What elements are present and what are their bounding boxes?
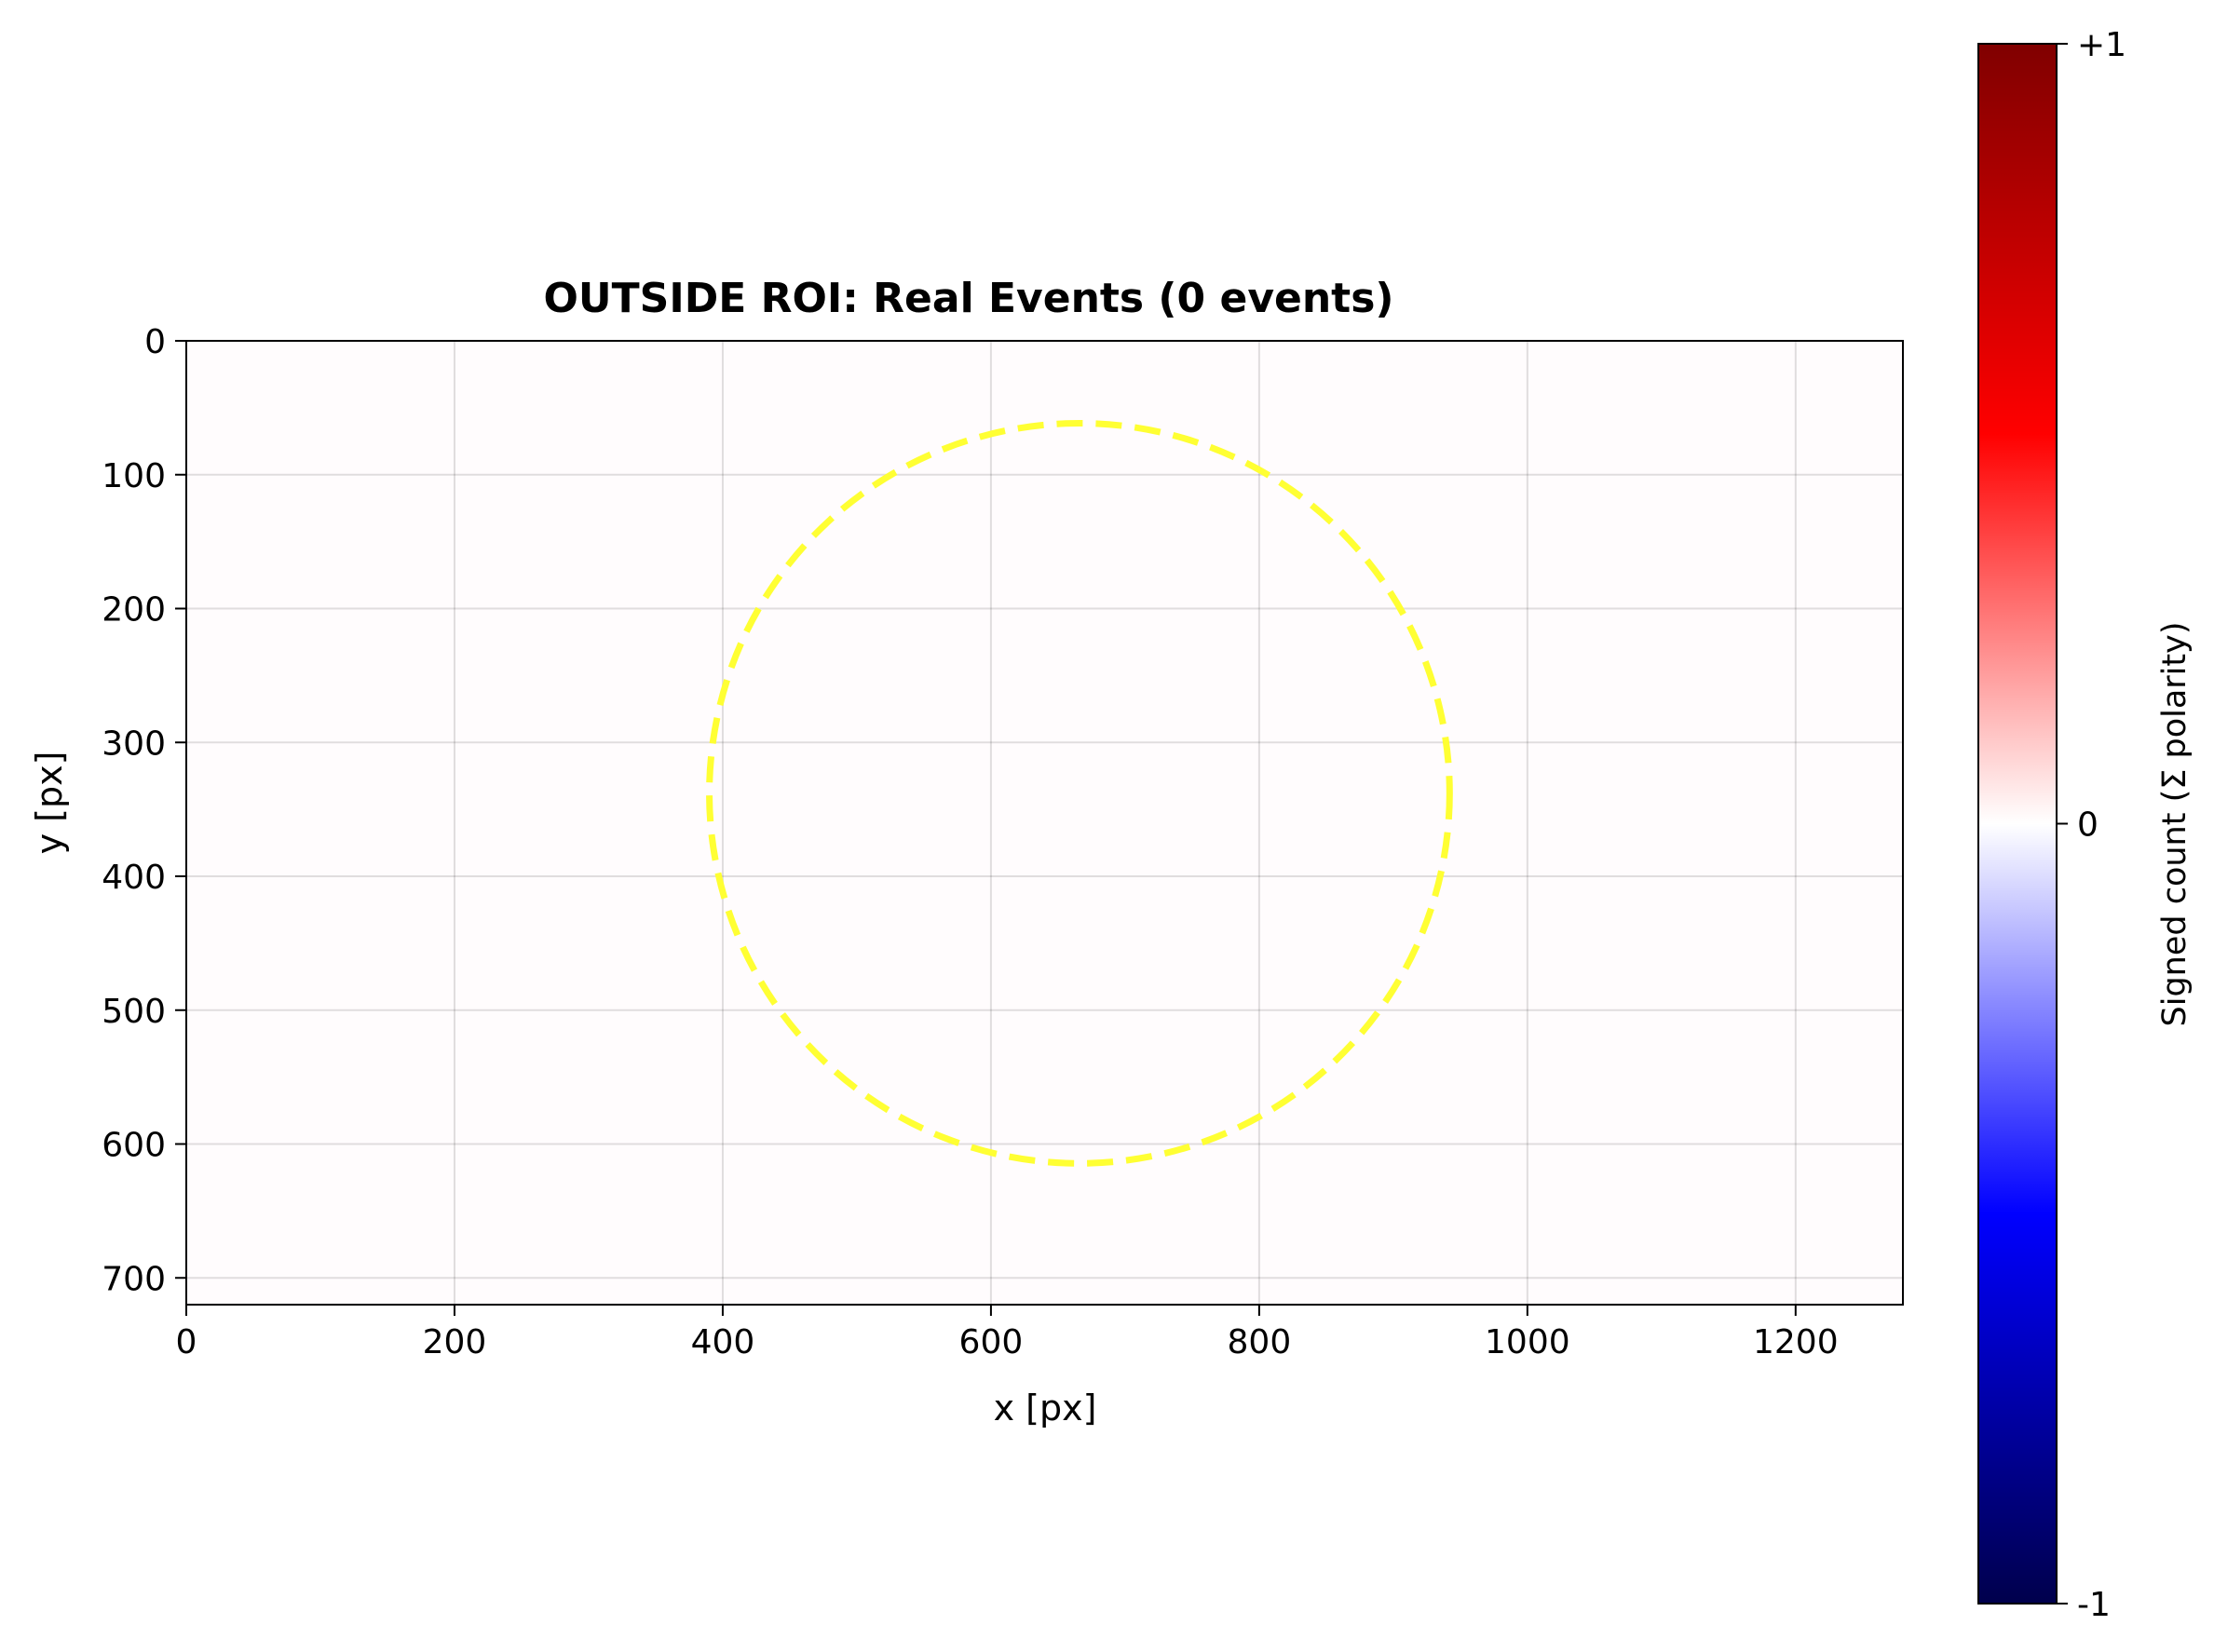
x-tick-label: 0 [176, 1323, 197, 1361]
x-tick-label: 600 [959, 1323, 1024, 1361]
x-tick-label: 800 [1228, 1323, 1292, 1361]
colorbar-tick-label: +1 [2077, 26, 2126, 64]
y-axis-label: y [px] [29, 752, 70, 855]
x-tick-label: 1000 [1485, 1323, 1570, 1361]
y-tick-label: 0 [144, 323, 166, 361]
main-axes: 0 200 400 600 800 1000 1200 0 100 200 300 400 500 60… [29, 275, 1904, 1429]
y-tick-label: 400 [102, 859, 166, 897]
y-tick-label: 700 [102, 1260, 166, 1298]
x-tick-label: 400 [691, 1323, 755, 1361]
grid-lines [185, 340, 1903, 1305]
x-axis-label: x [px] [994, 1388, 1097, 1429]
x-tick-label: 1200 [1753, 1323, 1839, 1361]
colorbar-label: Signed count (Σ polarity) [2156, 622, 2194, 1027]
x-axis-ticks: 0 200 400 600 800 1000 1200 [176, 1305, 1839, 1361]
heatmap-image [186, 341, 1903, 1305]
colorbar-tick-label: 0 [2077, 806, 2099, 845]
colorbar-gradient [1977, 43, 2058, 1605]
colorbar-tick-label: -1 [2077, 1586, 2111, 1624]
plot-frame [185, 340, 1904, 1306]
x-tick-label: 200 [423, 1323, 487, 1361]
colorbar: +1 0 -1 Signed count (Σ polarity) [1977, 26, 2194, 1624]
chart-title: OUTSIDE ROI: Real Events (0 events) [544, 275, 1394, 322]
y-tick-label: 600 [102, 1127, 166, 1165]
y-tick-label: 200 [102, 591, 166, 630]
y-tick-label: 100 [102, 457, 166, 495]
roi-circle [706, 419, 1453, 1167]
y-axis-ticks: 0 100 200 300 400 500 600 700 [102, 323, 186, 1298]
y-tick-label: 300 [102, 724, 166, 763]
y-tick-label: 500 [102, 993, 166, 1031]
colorbar-ticks: +1 0 -1 [2057, 26, 2126, 1624]
